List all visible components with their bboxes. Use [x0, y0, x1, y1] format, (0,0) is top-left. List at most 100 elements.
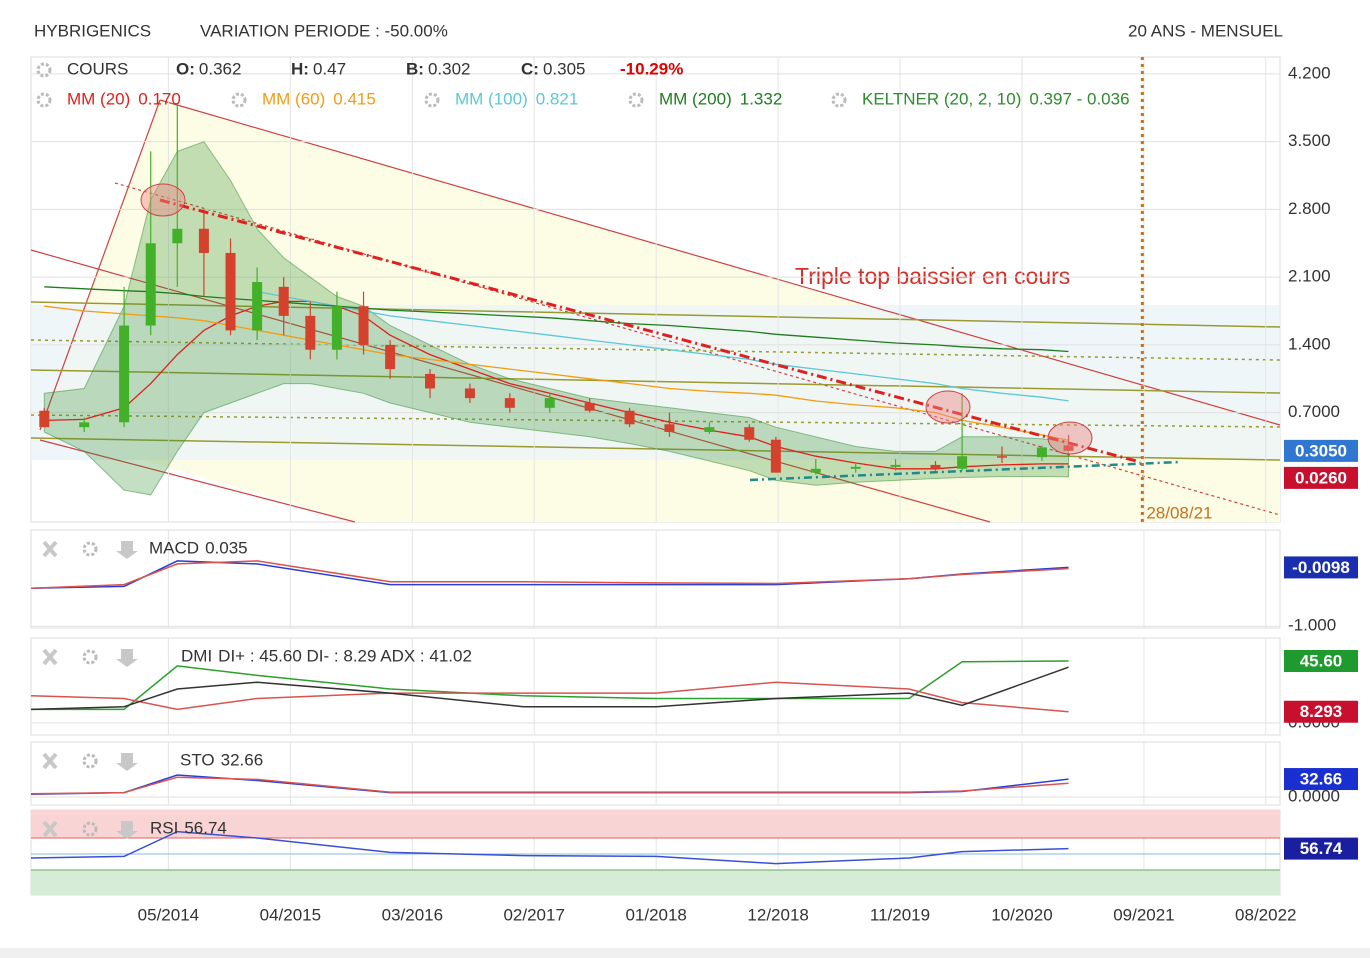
- x-tick-label: 05/2014: [138, 905, 199, 924]
- y-tick-label: 4.200: [1288, 63, 1331, 82]
- support-line: [30, 301, 1281, 328]
- gear-icon: [628, 92, 644, 108]
- oversold-zone: [31, 870, 1280, 895]
- legend-value: 1.332: [740, 89, 783, 108]
- arrow-icon: [116, 541, 138, 559]
- legend-name: KELTNER (20, 2, 10): [862, 89, 1021, 108]
- x-tick-label: 09/2021: [1113, 905, 1174, 924]
- legend-name: MM (60): [262, 89, 325, 108]
- support-line: [30, 369, 1281, 394]
- trendline: [39, 439, 356, 523]
- trendline: [159, 99, 1281, 426]
- candle-body: [198, 228, 209, 253]
- indicator-line: [30, 560, 1069, 589]
- top-marker: [1047, 421, 1093, 455]
- gear-icon: [82, 541, 98, 557]
- y-tick-label: 2.100: [1288, 267, 1331, 286]
- candle-body: [39, 410, 50, 428]
- y-tick-label: 2.800: [1288, 199, 1331, 218]
- indicator-badge: [1284, 768, 1358, 791]
- overbought-zone: [31, 810, 1280, 838]
- panel-value: 56.74: [184, 818, 227, 837]
- quote-label: O:: [176, 59, 195, 78]
- quote-value: 0.305: [543, 59, 586, 78]
- ticker: HYBRIGENICS: [34, 21, 151, 40]
- candle-body: [278, 286, 289, 316]
- panel-name: MACD: [149, 538, 199, 557]
- candle-body: [305, 315, 316, 350]
- candle-body: [385, 344, 396, 370]
- indicator-badge: [1284, 700, 1358, 723]
- x-tick-label: 02/2017: [503, 905, 564, 924]
- arrow-icon: [116, 753, 138, 771]
- candle-body: [1036, 447, 1047, 458]
- indicator-badge-label: -0.0098: [1292, 558, 1350, 577]
- legend-value: 0.821: [536, 89, 579, 108]
- quote-value: 0.302: [428, 59, 471, 78]
- moving-average: [44, 305, 1069, 441]
- indicator-line: [30, 776, 1069, 795]
- gear-icon: [231, 92, 247, 108]
- arrow-icon: [116, 649, 138, 667]
- quote-label: H:: [291, 59, 309, 78]
- candle-body: [504, 398, 515, 408]
- close-icon: [42, 820, 58, 838]
- panel-name: STO: [180, 750, 215, 769]
- legend-name: MM (200): [659, 89, 732, 108]
- price-badge: [1284, 439, 1358, 462]
- range-band: [31, 305, 1280, 460]
- quote-value: 0.362: [199, 59, 242, 78]
- top-marker: [140, 183, 186, 217]
- legend-value: 0.170: [138, 89, 181, 108]
- candle-body: [584, 402, 595, 411]
- support-line: [30, 414, 1281, 428]
- candle-body: [997, 456, 1008, 458]
- gear-icon: [82, 821, 98, 837]
- candle-body: [544, 398, 555, 408]
- candle-body: [79, 422, 90, 428]
- top-marker: [925, 390, 971, 424]
- candle-body: [624, 410, 635, 425]
- gear-icon: [36, 92, 52, 108]
- panel-frame: [30, 741, 1281, 806]
- panel-frame: [30, 637, 1281, 736]
- period: 20 ANS - MENSUEL: [1128, 21, 1283, 40]
- trendline: [114, 182, 1281, 516]
- candle-body: [664, 424, 675, 432]
- x-tick-label: 03/2016: [382, 905, 443, 924]
- quote-name: COURS: [67, 59, 128, 78]
- legend-value: 0.397 - 0.036: [1029, 89, 1129, 108]
- gear-icon: [831, 92, 847, 108]
- x-tick-label: 04/2015: [260, 905, 321, 924]
- close-icon: [42, 648, 58, 666]
- indicator-badge-label: 56.74: [1300, 839, 1343, 858]
- indicator-badge-label: 45.60: [1300, 651, 1343, 670]
- indicator-badge: [1284, 556, 1358, 579]
- indicator-line: [30, 830, 1069, 865]
- gear-icon: [82, 753, 98, 769]
- indicator-line: [31, 660, 1069, 711]
- x-tick-label: 08/2022: [1235, 905, 1296, 924]
- panel-value: 32.66: [221, 750, 264, 769]
- indicator-badge-label: 32.66: [1300, 770, 1343, 789]
- x-tick-label: 10/2020: [991, 905, 1052, 924]
- candle-body: [957, 456, 968, 469]
- candle-body: [744, 427, 755, 440]
- close-icon: [42, 752, 58, 770]
- legend-name: MM (100): [455, 89, 528, 108]
- candle-body: [331, 306, 342, 350]
- x-tick-label: 01/2018: [625, 905, 686, 924]
- candle-body: [890, 464, 901, 467]
- indicator-line: [30, 681, 1069, 713]
- close-icon: [42, 540, 58, 558]
- indicator-badge-label: 8.293: [1300, 702, 1343, 721]
- variation: VARIATION PERIODE : -50.00%: [200, 21, 448, 40]
- arrow-icon: [116, 821, 138, 839]
- y-tick-label: 0.0000: [1288, 787, 1340, 806]
- panel-frame: [30, 529, 1281, 629]
- x-tick-label: 11/2019: [870, 905, 930, 924]
- candle-body: [1063, 445, 1074, 451]
- candle-body: [464, 388, 475, 399]
- gear-icon: [36, 62, 52, 78]
- annotation: Triple top baissier en cours: [795, 263, 1070, 289]
